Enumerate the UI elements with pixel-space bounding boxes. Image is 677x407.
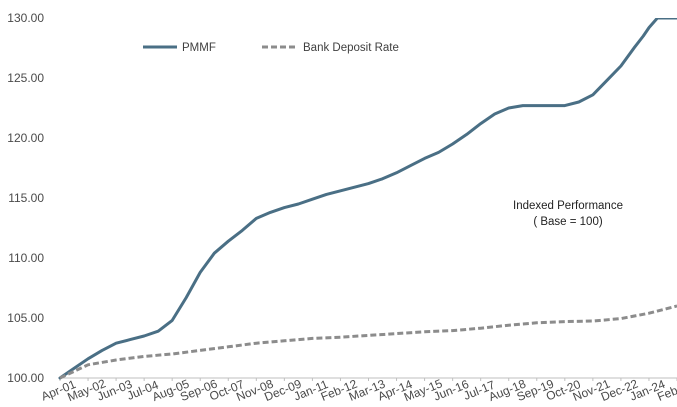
legend: PMMF Bank Deposit Rate	[143, 42, 399, 54]
y-tick-label: 120.00	[7, 131, 44, 145]
y-tick-label: 115.00	[8, 191, 44, 205]
chart-annotation: Indexed Performance ( Base = 100)	[513, 200, 623, 228]
series-lines	[58, 18, 677, 380]
y-tick-label: 125.00	[7, 71, 44, 85]
y-axis-ticks: 100.00 105.00 110.00 115.00 120.00 125.00 130.…	[7, 11, 44, 385]
series-line-pmmf	[58, 18, 677, 380]
annotation-line: Indexed Performance	[513, 200, 623, 212]
y-tick-label: 100.00	[7, 371, 44, 385]
legend-label-pmmf: PMMF	[182, 42, 216, 54]
x-axis-ticks: Apr-01May-02Jun-03Jul-04Aug-05Sep-06Oct-…	[39, 376, 677, 404]
annotation-line: ( Base = 100)	[533, 216, 603, 228]
y-tick-label: 105.00	[7, 311, 44, 325]
legend-label-bank-deposit-rate: Bank Deposit Rate	[303, 42, 399, 54]
y-tick-label: 130.00	[7, 11, 44, 25]
y-tick-label: 110.00	[8, 251, 44, 265]
series-line-bank-deposit-rate	[59, 304, 677, 380]
